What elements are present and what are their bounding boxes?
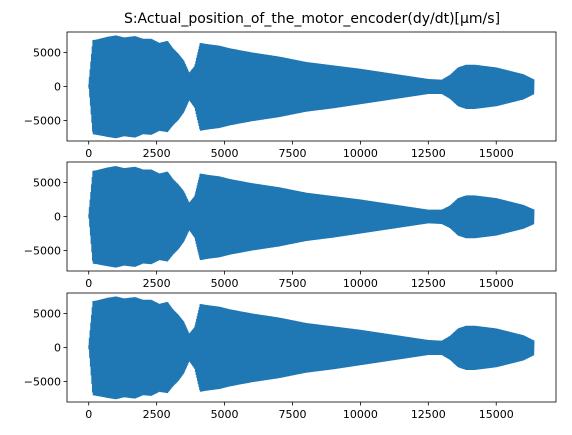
y-tick-label: 0 — [54, 342, 61, 355]
x-tick-label: 10000 — [343, 147, 378, 160]
x-tick-label: 15000 — [479, 277, 514, 290]
subplots: 0 2500 5000 7500 10000 12500 15000 5000 0 −5000 0 2… — [24, 31, 557, 421]
x-tick-label: 5000 — [211, 277, 239, 290]
y-tick-label: 0 — [54, 81, 61, 94]
x-tick-label: 10000 — [343, 408, 378, 421]
x-tick-label: 0 — [85, 277, 92, 290]
subplot-3: 0 2500 5000 7500 10000 12500 15000 5000 0 −5000 — [24, 292, 557, 421]
signal-series-line — [88, 166, 535, 268]
x-tick-label: 12500 — [411, 277, 446, 290]
x-tick-label: 15000 — [479, 147, 514, 160]
y-tick-label: −5000 — [24, 376, 61, 389]
x-tick-label: 7500 — [278, 408, 306, 421]
x-tick-label: 0 — [85, 147, 92, 160]
x-tick-label: 2500 — [143, 147, 171, 160]
signal-series-line — [88, 35, 535, 139]
y-tick-label: −5000 — [24, 245, 61, 258]
x-tick-label: 5000 — [211, 408, 239, 421]
signal-series-line — [88, 296, 535, 400]
x-tick-label: 7500 — [278, 147, 306, 160]
x-tick-label: 15000 — [479, 408, 514, 421]
x-tick-label: 7500 — [278, 277, 306, 290]
y-tick-label: 5000 — [33, 176, 61, 189]
y-tick-label: −5000 — [24, 115, 61, 128]
y-tick-label: 5000 — [33, 46, 61, 59]
x-tick-label: 0 — [85, 408, 92, 421]
subplot-1: 0 2500 5000 7500 10000 12500 15000 5000 0 −5000 — [24, 31, 557, 160]
x-tick-label: 2500 — [143, 408, 171, 421]
x-tick-label: 12500 — [411, 408, 446, 421]
x-tick-label: 5000 — [211, 147, 239, 160]
x-tick-label: 2500 — [143, 277, 171, 290]
chart-title: S:Actual_position_of_the_motor_encoder(d… — [124, 11, 500, 27]
y-tick-label: 5000 — [33, 307, 61, 320]
y-tick-label: 0 — [54, 211, 61, 224]
x-tick-label: 12500 — [411, 147, 446, 160]
subplot-2: 0 2500 5000 7500 10000 12500 15000 5000 0 −5000 — [24, 161, 557, 290]
x-tick-label: 10000 — [343, 277, 378, 290]
